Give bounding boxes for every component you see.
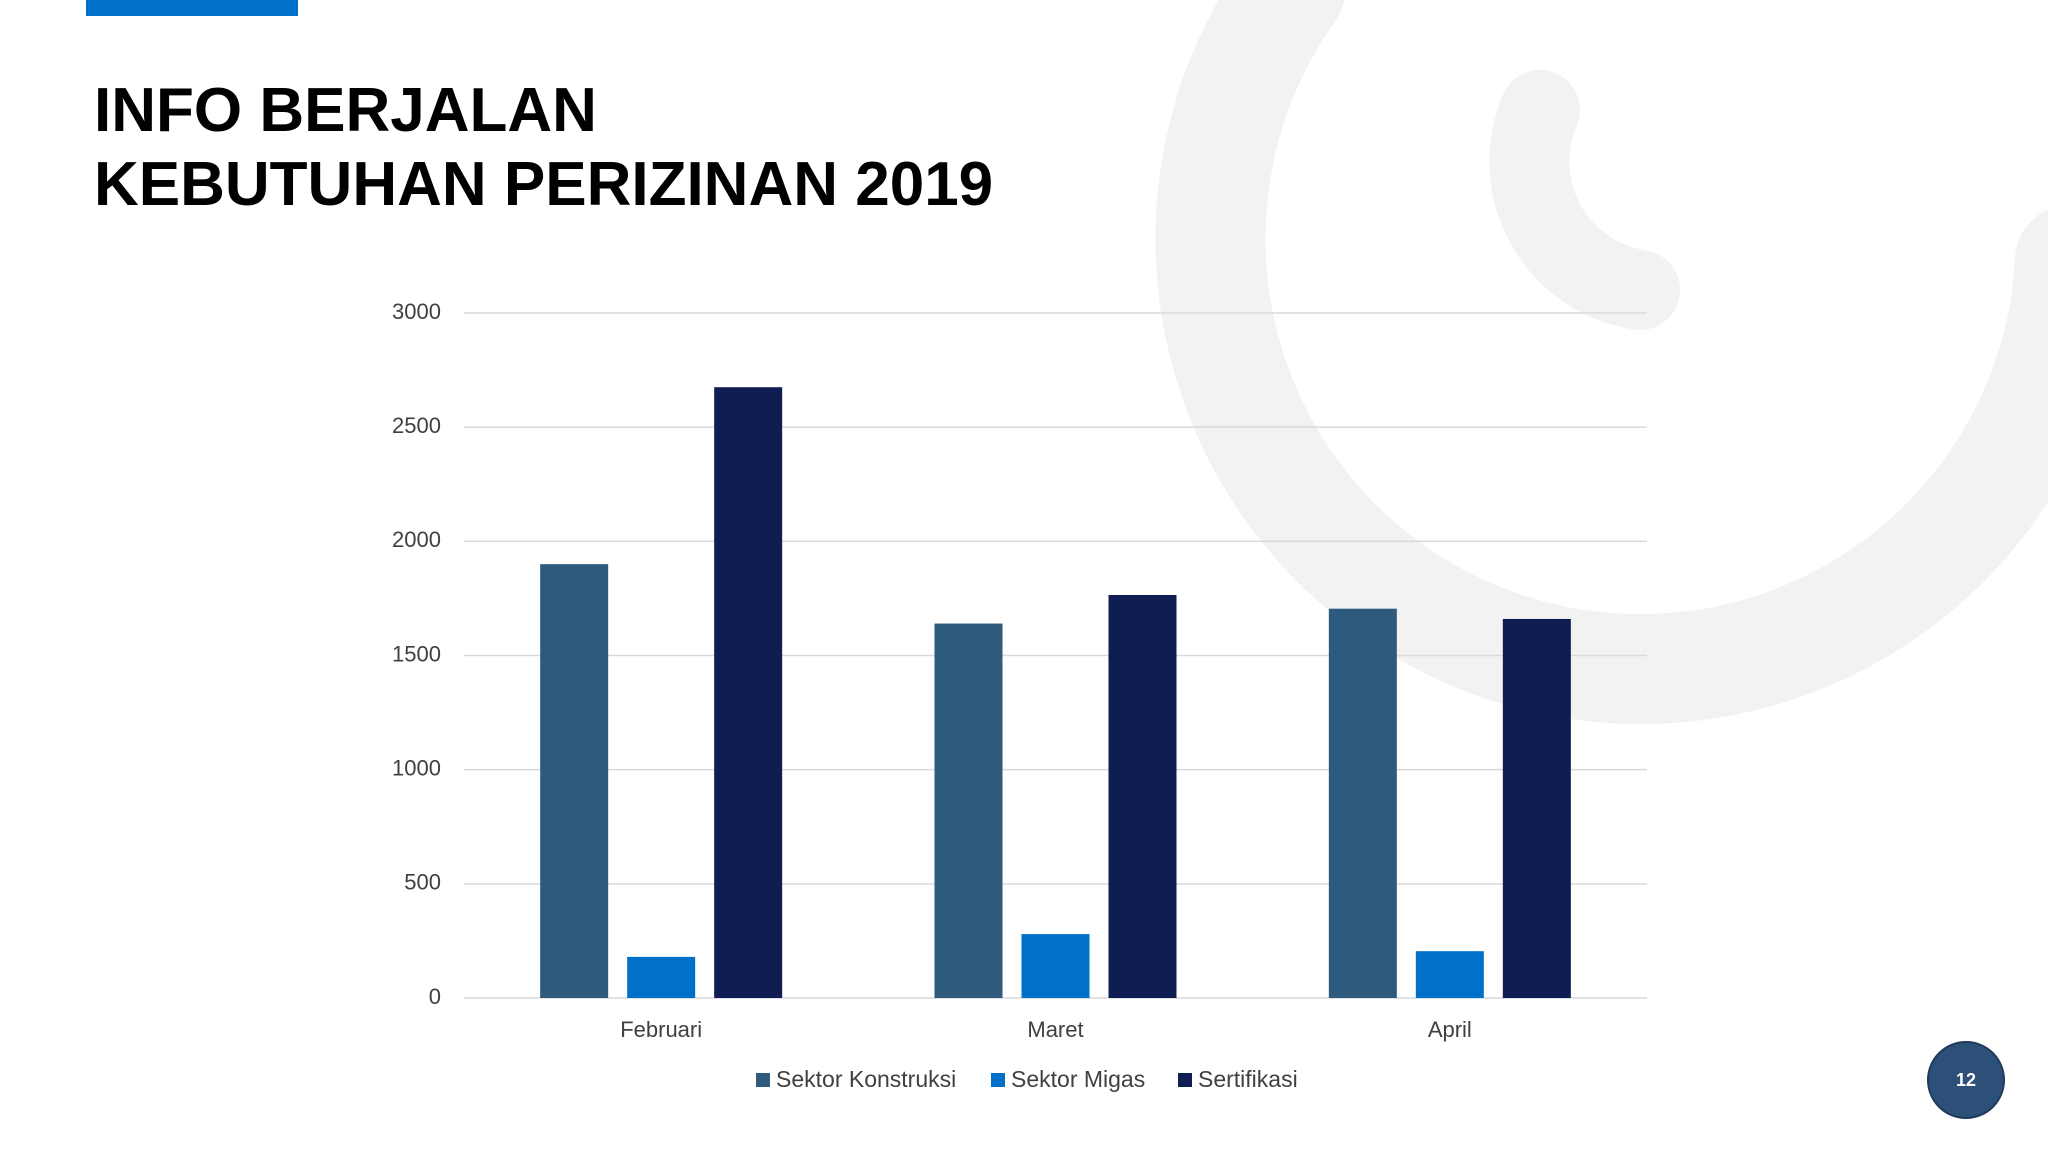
- y-tick-label: 2500: [392, 413, 441, 438]
- decor-arc: [1489, 70, 1680, 330]
- bar: [540, 564, 609, 998]
- y-tick-label: 0: [429, 984, 441, 1009]
- x-tick-label: April: [1428, 1017, 1472, 1042]
- y-tick-label: 1000: [392, 755, 441, 780]
- legend-label: Sektor Konstruksi: [776, 1066, 956, 1092]
- page-number: 12: [1956, 1070, 1976, 1090]
- x-tick-label: Maret: [1027, 1017, 1083, 1042]
- bar: [1415, 951, 1484, 998]
- accent-bar: [86, 0, 298, 16]
- y-tick-label: 2000: [392, 527, 441, 552]
- title-line: KEBUTUHAN PERIZINAN 2019: [94, 150, 993, 219]
- y-tick-label: 3000: [392, 299, 441, 324]
- legend-swatch: [991, 1073, 1005, 1087]
- title-line: INFO BERJALAN: [94, 76, 597, 145]
- decor-arc: [1155, 0, 2048, 725]
- y-tick-label: 500: [404, 870, 441, 895]
- bar: [1021, 934, 1090, 998]
- bar: [1502, 618, 1571, 998]
- bar: [934, 623, 1003, 998]
- legend-label: Sertifikasi: [1198, 1066, 1298, 1092]
- legend-swatch: [756, 1073, 770, 1087]
- legend-label: Sektor Migas: [1011, 1066, 1145, 1092]
- bar: [1108, 594, 1177, 998]
- bar: [627, 956, 696, 998]
- decoration: [1155, 0, 2048, 725]
- page-badge: [1927, 1041, 2005, 1119]
- bar: [1328, 608, 1397, 998]
- x-tick-label: Februari: [620, 1017, 702, 1042]
- bar: [714, 387, 783, 998]
- legend-swatch: [1178, 1073, 1192, 1087]
- y-tick-label: 1500: [392, 641, 441, 666]
